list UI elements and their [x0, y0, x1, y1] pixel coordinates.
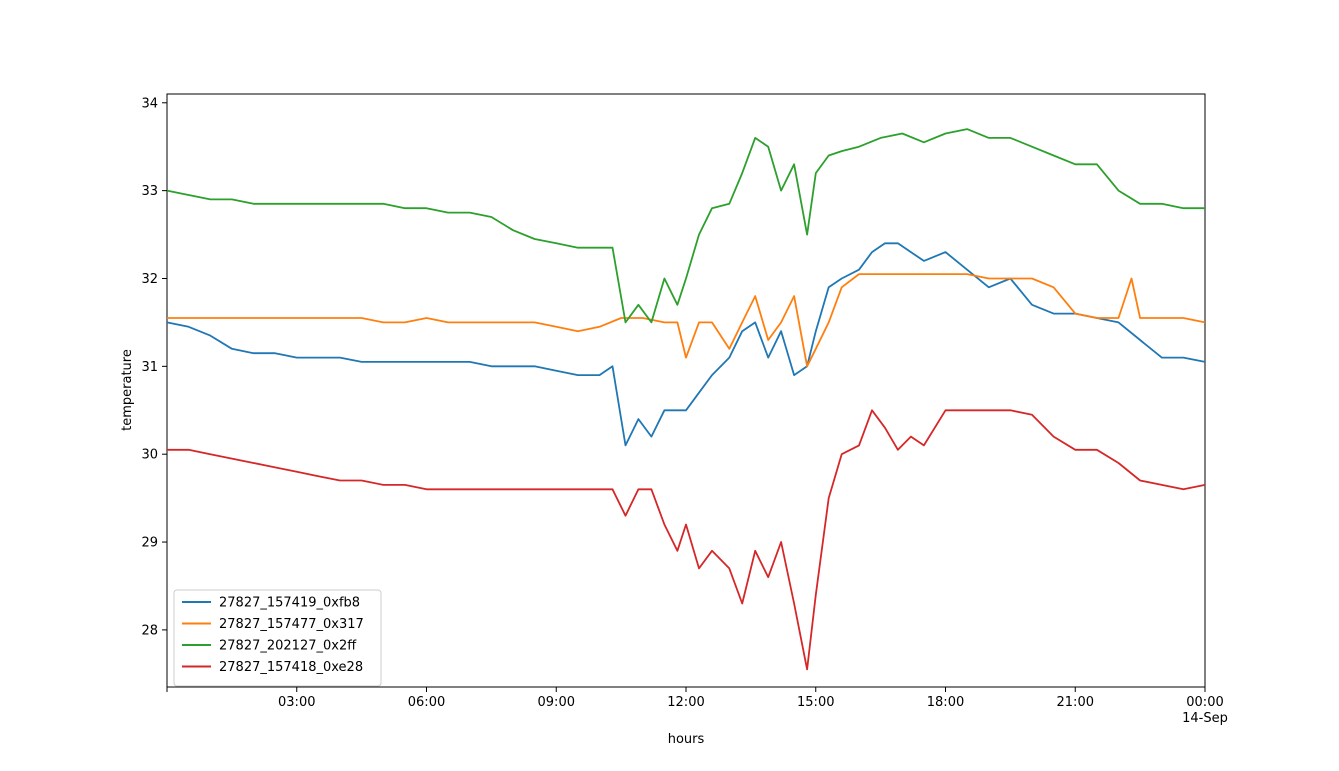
x-axis-label: hours — [668, 732, 705, 747]
y-tick-label: 30 — [141, 448, 158, 463]
y-tick-label: 28 — [141, 623, 158, 638]
legend-label: 27827_157419_0xfb8 — [219, 596, 360, 611]
series-line-2 — [166, 128, 1205, 324]
legend-label: 27827_202127_0x2ff — [219, 639, 357, 654]
y-tick-label: 31 — [141, 360, 158, 375]
x-tick-label: 00:00 — [1186, 695, 1223, 710]
legend-label: 27827_157418_0xe28 — [219, 660, 363, 675]
y-tick-label: 34 — [141, 96, 158, 111]
y-tick-label: 29 — [141, 536, 158, 551]
y-axis-ticks: 28 29 30 31 32 33 34 — [141, 96, 167, 638]
series-line-3 — [167, 409, 1206, 671]
x-tick-label: 15:00 — [797, 695, 834, 710]
x-tick-label: 18:00 — [927, 695, 964, 710]
legend-box — [173, 589, 382, 687]
x-tick-label: 06:00 — [408, 695, 445, 710]
legend-label: 27827_157477_0x317 — [219, 617, 364, 632]
x-tick-label: 03:00 — [278, 695, 315, 710]
series-lines — [166, 128, 1206, 671]
y-tick-label: 33 — [141, 184, 158, 199]
x-axis-ticks: 03:00 06:00 09:00 12:00 15:00 18:00 21:00 00:00… — [166, 687, 1228, 726]
legend: 27827_157419_0xfb8 27827_157477_0x317 2782… — [173, 589, 382, 687]
series-line-1 — [167, 273, 1206, 368]
y-axis-label: temperature — [120, 349, 135, 431]
x-tick-label: 09:00 — [538, 695, 575, 710]
y-tick-label: 32 — [141, 272, 158, 287]
x-tick-sublabel: 14-Sep — [1182, 711, 1228, 726]
x-tick-label: 21:00 — [1057, 695, 1094, 710]
series-line-0 — [166, 242, 1206, 447]
x-tick-label: 12:00 — [667, 695, 704, 710]
